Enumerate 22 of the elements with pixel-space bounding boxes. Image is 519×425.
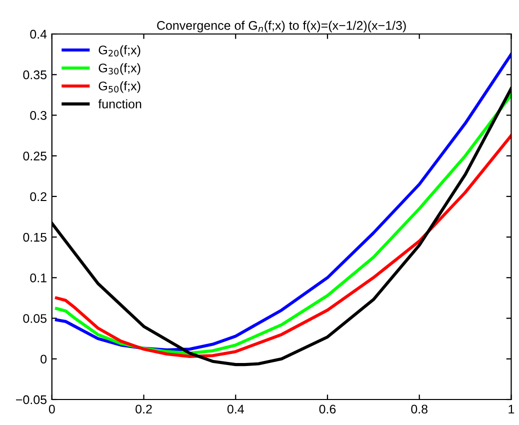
line-series: [54, 134, 512, 358]
x-tick-label: 0: [48, 404, 55, 414]
y-tick-label: 0.25: [23, 152, 47, 160]
y-tick-label: 0.4: [30, 30, 47, 39]
y-tick-label: 0: [40, 354, 47, 364]
legend-label: G$_{50}$(f;x): [98, 81, 140, 93]
y-tick-label: −0.05: [16, 395, 47, 404]
y-tick-label: 0.2: [30, 192, 46, 202]
legend-label: G$_{20}$(f;x): [98, 45, 140, 57]
y-tick-label: 0.35: [23, 70, 47, 80]
y-tick-label: 0.05: [23, 314, 47, 323]
y-tick-label: 0.15: [23, 232, 47, 242]
y-tick-label: 0.3: [30, 111, 46, 120]
y-tick-label: 0.1: [30, 273, 46, 282]
legend-label: G$_{30}$(f;x): [98, 63, 140, 75]
chart-title: Convergence of G$_{n}$(f;x) to f(x)=(x−1/2)(x−1/3): [157, 20, 406, 32]
x-tick-label: 0.6: [319, 404, 336, 414]
x-tick-label: 1: [508, 404, 514, 414]
x-tick-label: 0.4: [227, 404, 244, 414]
legend-label: function: [98, 99, 142, 108]
x-tick-label: 0.2: [136, 404, 152, 414]
x-tick-label: 0.8: [411, 404, 428, 414]
